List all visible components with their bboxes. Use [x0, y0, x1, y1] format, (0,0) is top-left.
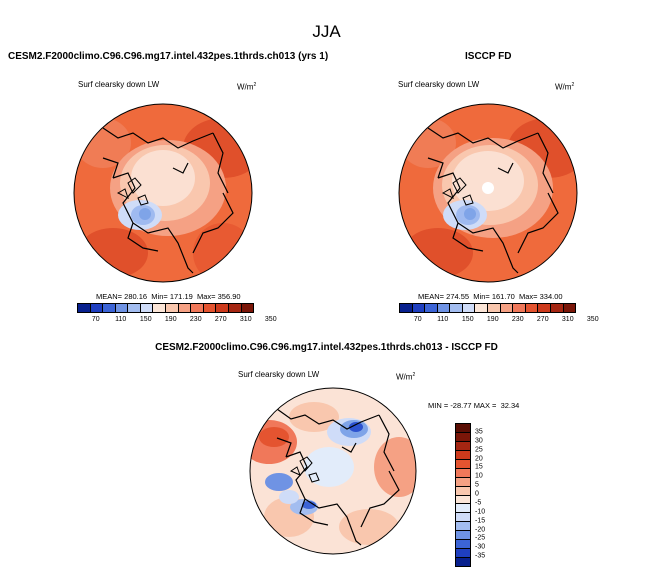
- colorbar-swatch: [456, 477, 470, 487]
- colorbar-swatch: [456, 549, 470, 559]
- diff-panel-title: CESM2.F2000climo.C96.C96.mg17.intel.432p…: [155, 342, 498, 353]
- diff-polar-map: [249, 387, 417, 555]
- right-panel-title: ISCCP FD: [465, 51, 512, 62]
- colorbar-swatch: [456, 558, 470, 566]
- left-colorbar-labels: 70 110 150 190 230 270 310 350: [77, 316, 277, 326]
- main-title: JJA: [312, 22, 341, 41]
- colorbar-swatch: [412, 304, 426, 312]
- colorbar-swatch: [456, 504, 470, 514]
- colorbar-tick-label: -5: [475, 499, 482, 507]
- colorbar-swatch: [475, 304, 489, 312]
- colorbar-swatch: [456, 522, 470, 532]
- diff-colorbar: [455, 423, 471, 567]
- colorbar-tick-label: -10: [475, 508, 486, 516]
- left-variable-label: Surf clearsky down LW: [78, 80, 160, 89]
- colorbar-swatch: [228, 304, 242, 312]
- colorbar-tick-label: -35: [475, 552, 486, 560]
- colorbar-swatch: [456, 432, 470, 442]
- colorbar-tick-label: 70: [413, 316, 422, 323]
- colorbar-swatch: [103, 304, 116, 312]
- right-colorbar-labels: 70 110 150 190 230 270 310 350: [399, 316, 599, 326]
- colorbar-tick-label: 30: [475, 437, 483, 445]
- colorbar-tick-label: 230: [511, 316, 524, 323]
- colorbar-swatch: [456, 540, 470, 550]
- colorbar-swatch: [525, 304, 539, 312]
- colorbar-tick-label: 0: [475, 490, 479, 498]
- colorbar-swatch: [203, 304, 217, 312]
- left-colorbar: [77, 303, 254, 313]
- colorbar-tick-label: -20: [475, 526, 486, 533]
- colorbar-swatch: [456, 531, 470, 541]
- colorbar-tick-label: 190: [486, 316, 499, 323]
- diff-units: W/m2: [396, 372, 416, 382]
- colorbar-swatch: [450, 304, 463, 312]
- colorbar-tick-label: 150: [139, 316, 152, 323]
- colorbar-swatch: [456, 450, 470, 460]
- right-stats: MEAN= 274.55 Min= 161.70 Max= 334.00: [418, 292, 563, 301]
- right-polar-map: [398, 103, 578, 283]
- colorbar-swatch: [456, 424, 470, 433]
- colorbar-swatch: [425, 304, 438, 312]
- diff-variable-label: Surf clearsky down LW: [238, 370, 320, 379]
- colorbar-swatch: [456, 486, 470, 496]
- colorbar-swatch: [563, 304, 576, 312]
- colorbar-swatch: [538, 304, 551, 312]
- colorbar-tick-label: 270: [536, 316, 549, 323]
- colorbar-swatch: [178, 304, 192, 312]
- colorbar-tick-label: 350: [264, 316, 277, 323]
- colorbar-tick-label: 230: [189, 316, 202, 323]
- colorbar-swatch: [456, 459, 470, 469]
- colorbar-swatch: [166, 304, 179, 312]
- colorbar-swatch: [90, 304, 104, 312]
- left-panel-title: CESM2.F2000climo.C96.C96.mg17.intel.432p…: [8, 51, 329, 62]
- right-units: W/m2: [555, 82, 575, 92]
- colorbar-swatch: [78, 304, 91, 312]
- colorbar-swatch: [550, 304, 564, 312]
- colorbar-swatch: [128, 304, 141, 312]
- colorbar-tick-label: 310: [561, 316, 574, 323]
- colorbar-tick-label: -30: [475, 543, 486, 551]
- colorbar-swatch: [456, 468, 470, 478]
- colorbar-tick-label: 10: [475, 472, 483, 480]
- colorbar-tick-label: 350: [586, 316, 599, 323]
- colorbar-tick-label: 35: [475, 428, 483, 436]
- colorbar-tick-label: 270: [214, 316, 227, 323]
- colorbar-swatch: [216, 304, 229, 312]
- colorbar-swatch: [400, 304, 413, 312]
- colorbar-swatch: [115, 304, 129, 312]
- right-variable-label: Surf clearsky down LW: [398, 80, 480, 89]
- colorbar-tick-label: 15: [475, 463, 483, 471]
- colorbar-swatch: [191, 304, 204, 312]
- colorbar-tick-label: 110: [115, 316, 127, 323]
- colorbar-tick-label: 190: [164, 316, 177, 323]
- colorbar-tick-label: 70: [91, 316, 100, 323]
- colorbar-swatch: [437, 304, 451, 312]
- colorbar-tick-label: 110: [437, 316, 449, 323]
- colorbar-tick-label: 20: [475, 455, 483, 462]
- colorbar-tick-label: 25: [475, 446, 483, 454]
- left-units: W/m2: [237, 82, 257, 92]
- diff-stats: MIN = -28.77 MAX = 32.34: [428, 401, 520, 410]
- colorbar-tick-label: 5: [475, 481, 479, 489]
- left-polar-map: [73, 103, 253, 283]
- right-colorbar: [399, 303, 576, 313]
- colorbar-swatch: [456, 495, 470, 505]
- left-stats: MEAN= 280.16 Min= 171.19 Max= 356.90: [96, 292, 241, 301]
- colorbar-swatch: [241, 304, 254, 312]
- colorbar-swatch: [456, 513, 470, 523]
- colorbar-swatch: [140, 304, 154, 312]
- colorbar-tick-label: -15: [475, 517, 486, 525]
- colorbar-swatch: [513, 304, 526, 312]
- colorbar-tick-label: -25: [475, 534, 486, 542]
- colorbar-swatch: [456, 441, 470, 451]
- colorbar-swatch: [462, 304, 476, 312]
- colorbar-swatch: [488, 304, 501, 312]
- colorbar-tick-label: 310: [239, 316, 252, 323]
- colorbar-tick-label: 150: [461, 316, 474, 323]
- colorbar-swatch: [500, 304, 514, 312]
- diff-colorbar-labels: 35 30 25 20 15 10 5 0 -5 -10 -15 -20 -25 -30 -35: [475, 423, 505, 567]
- colorbar-swatch: [153, 304, 167, 312]
